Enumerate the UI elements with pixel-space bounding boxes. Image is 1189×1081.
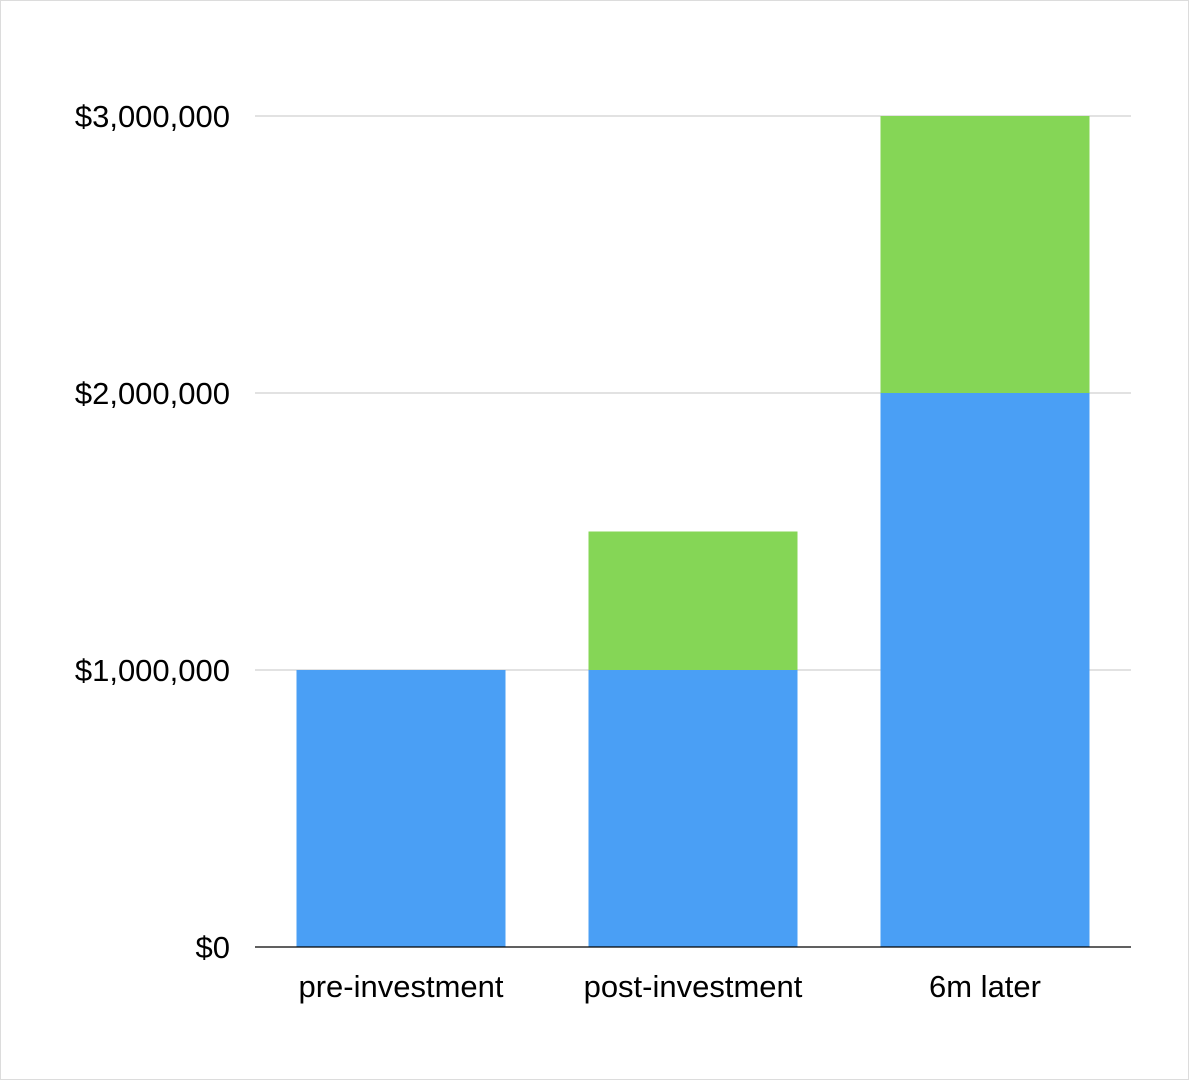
y-tick-label: $2,000,000 [75, 376, 230, 411]
bar-segment-6m-later-1 [880, 116, 1090, 393]
category-labels: pre-investment post-investment 6m later [298, 969, 1041, 1004]
x-category-label: post-investment [584, 969, 803, 1004]
bar-segment-post-investment-1 [588, 531, 798, 670]
x-category-label: 6m later [929, 969, 1041, 1004]
y-tick-label: $3,000,000 [75, 99, 230, 134]
y-tick-label: $0 [196, 930, 230, 965]
x-category-label: pre-investment [298, 969, 503, 1004]
y-tick-labels: $0 $1,000,000 $2,000,000 $3,000,000 [75, 99, 230, 965]
bar-segment-6m-later-0 [880, 393, 1090, 947]
bar-segment-pre-investment-0 [296, 670, 506, 947]
bar-segment-post-investment-0 [588, 670, 798, 947]
bars [296, 116, 1090, 947]
y-tick-label: $1,000,000 [75, 653, 230, 688]
